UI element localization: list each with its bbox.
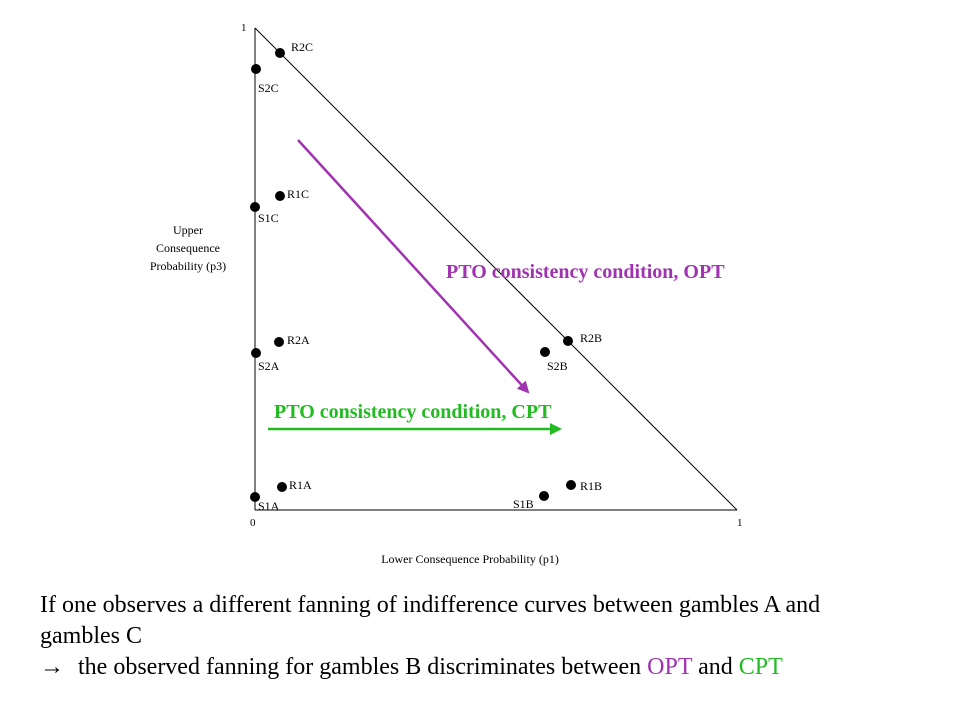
x-axis-end-tick: 1	[737, 517, 743, 529]
point-label: S1A	[258, 499, 280, 513]
point-s2c: S2C	[251, 64, 279, 95]
point-s1c: S1C	[250, 202, 279, 225]
x-axis-label: Lower Consequence Probability (p1)	[381, 552, 559, 566]
point-label: R1C	[287, 187, 309, 201]
opt-arrow	[297, 139, 530, 394]
y-axis-label-line-2: Consequence	[156, 241, 220, 255]
caption-cpt: CPT	[738, 654, 783, 680]
point-label: S2A	[258, 359, 280, 373]
point-label: S2B	[547, 359, 568, 373]
point-s1b: S1B	[513, 491, 549, 511]
point-label: R1A	[289, 478, 312, 492]
x-axis-origin-tick: 0	[250, 517, 256, 529]
y-axis-label-line-3: Probability (p3)	[150, 259, 226, 273]
right-arrow-icon: →	[40, 654, 64, 680]
point-r1a: R1A	[277, 478, 312, 492]
marschak-machina-triangle: 1 0 1 Upper Consequence Probability (p3)…	[150, 22, 743, 566]
caption-line-1: If one observes a different fanning of i…	[40, 592, 821, 618]
caption-line-3-text: the observed fanning for gambles B discr…	[72, 654, 648, 680]
point-r1b: R1B	[566, 479, 602, 493]
point-r1c: R1C	[275, 187, 309, 201]
y-axis-top-tick: 1	[241, 22, 247, 34]
point-r2c: R2C	[275, 40, 313, 58]
caption-line-2: gambles C	[40, 623, 142, 649]
point-s2a: S2A	[251, 348, 280, 373]
point-label: S1C	[258, 211, 279, 225]
caption-and: and	[692, 654, 739, 680]
hypotenuse-line	[254, 27, 738, 511]
point-label: R2A	[287, 333, 310, 347]
point-label: S2C	[258, 81, 279, 95]
point-s2b: S2B	[540, 347, 568, 373]
caption: If one observes a different fanning of i…	[40, 590, 950, 683]
cpt-arrow-label: PTO consistency condition, CPT	[274, 401, 552, 423]
point-label: S1B	[513, 497, 534, 511]
y-axis-label-line-1: Upper	[173, 223, 203, 237]
point-label: R2C	[291, 40, 313, 54]
point-s1a: S1A	[250, 492, 280, 513]
caption-line-3: → the observed fanning for gambles B dis…	[40, 652, 950, 683]
point-r2b: R2B	[563, 331, 602, 346]
opt-arrow-label: PTO consistency condition, OPT	[446, 261, 725, 283]
point-r2a: R2A	[274, 333, 310, 347]
caption-opt: OPT	[647, 654, 693, 680]
point-label: R2B	[580, 331, 602, 345]
point-label: R1B	[580, 479, 602, 493]
